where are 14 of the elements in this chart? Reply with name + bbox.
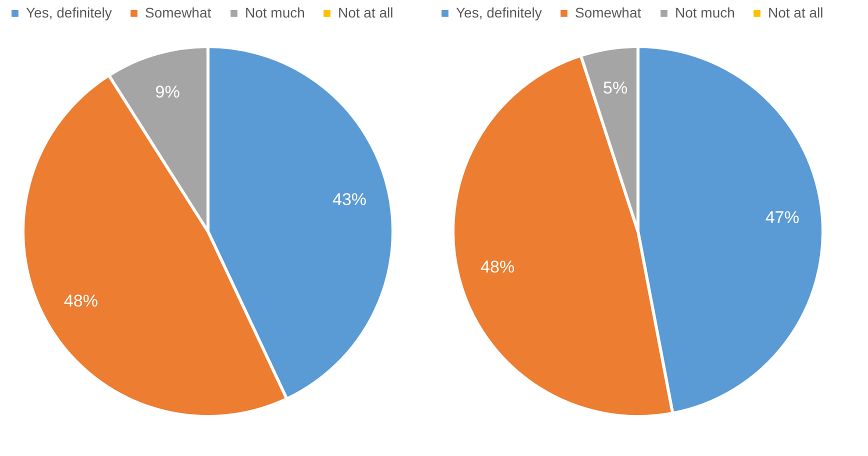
data-label: 48% — [64, 291, 98, 310]
legend-label: Not much — [675, 4, 735, 20]
data-label: 48% — [480, 258, 515, 277]
data-label: 5% — [603, 78, 628, 98]
legend-label: Yes, definitely — [26, 4, 112, 20]
data-label: 47% — [765, 208, 800, 227]
legend-label: Yes, definitely — [456, 4, 542, 20]
legend-label: Somewhat — [145, 4, 212, 20]
data-label: 9% — [155, 82, 180, 102]
legend-label: Not at all — [338, 4, 394, 20]
legend-label: Somewhat — [575, 4, 642, 20]
data-label: 43% — [332, 190, 367, 209]
legend-label: Not much — [245, 4, 305, 20]
legend-label: Not at all — [768, 4, 824, 20]
